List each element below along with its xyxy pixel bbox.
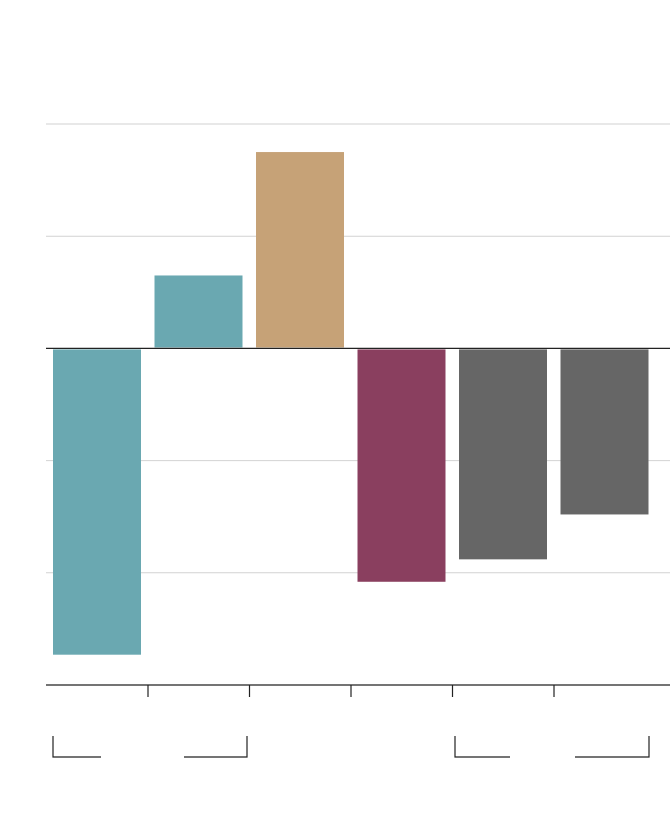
group-bracket <box>575 736 650 758</box>
axes <box>46 347 670 697</box>
bar <box>53 349 141 655</box>
bar <box>560 349 649 515</box>
bar <box>357 349 446 582</box>
bar <box>154 275 243 348</box>
bar <box>256 152 344 348</box>
group-bracket <box>184 736 248 758</box>
group-bracket <box>52 736 101 758</box>
bar <box>459 349 547 560</box>
group-brackets <box>52 736 650 758</box>
group-bracket <box>454 736 510 758</box>
bars <box>53 152 649 655</box>
